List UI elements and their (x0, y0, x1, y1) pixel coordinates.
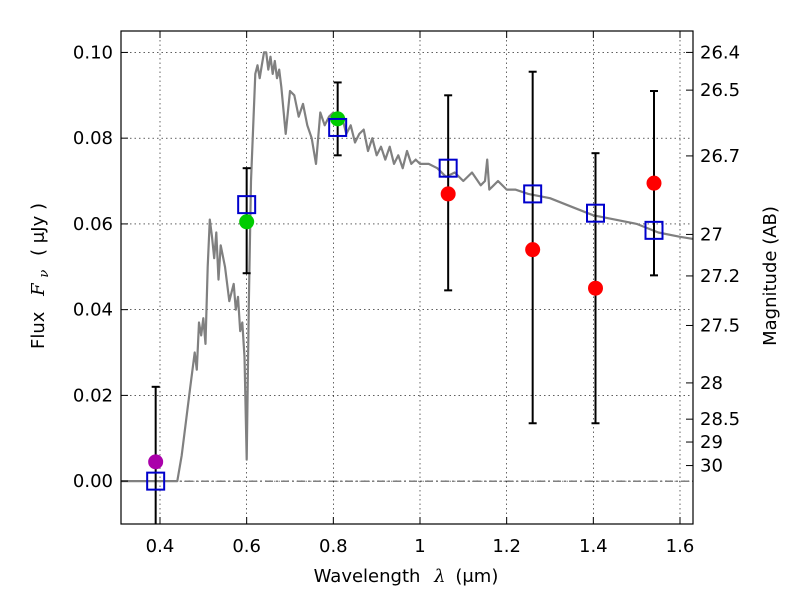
template-spectrum-line (121, 51, 694, 483)
observed-point (525, 242, 541, 258)
x-tick-label: 1.6 (666, 536, 695, 557)
x-axis-label-unit: (μm) (455, 566, 498, 587)
magnitude-tick-label: 28 (700, 373, 723, 394)
model-points (146, 117, 664, 491)
magnitude-tick-label: 30 (700, 456, 723, 477)
observed-point (588, 280, 603, 296)
magnitude-ticks: 26.4 26.5 26.7 27 27.2 27.5 28 28.529 30 (686, 42, 740, 477)
observed-points (148, 111, 662, 470)
y-axis-label-unit: ( μJy ) (28, 203, 49, 256)
observed-point (440, 186, 456, 202)
y-tick-label: 0.08 (73, 128, 113, 149)
y-axis-label-subscript: ν (37, 270, 52, 278)
magnitude-axis-label: Magnitude (AB) (760, 206, 781, 346)
y-tick-label: 0.06 (73, 214, 113, 235)
model-point (438, 158, 458, 178)
magnitude-tick-label: 27 (700, 224, 723, 245)
x-axis-label: Wavelength λ (μm) (314, 566, 499, 587)
x-tick-label: 1.4 (579, 536, 608, 557)
magnitude-tick-label: 26.7 (700, 146, 740, 167)
observed-point (239, 214, 255, 230)
magnitude-tick-label: 27.2 (700, 266, 740, 287)
magnitude-tick-label: 28.5 (700, 409, 740, 430)
magnitude-tick-label: 26.5 (700, 80, 740, 101)
x-tick-label: 1 (414, 536, 425, 557)
observed-point (646, 175, 662, 191)
y-tick-label: 0.02 (73, 385, 113, 406)
x-tick-label: 0.4 (146, 536, 175, 557)
y-ticks: 0.00 0.02 0.04 0.06 0.08 0.10 (73, 42, 128, 492)
x-tick-label: 0.8 (319, 536, 348, 557)
x-axis-label-symbol: λ (433, 566, 445, 587)
y-tick-label: 0.10 (73, 42, 113, 63)
y-axis-label-symbol: F (28, 282, 49, 297)
magnitude-tick-label: 26.4 (700, 42, 740, 63)
x-ticks: 0.4 0.6 0.8 1 1.2 1.4 1.6 (146, 31, 695, 557)
template-spectrum-layer (121, 51, 694, 483)
y-tick-label: 0.00 (73, 471, 113, 492)
model-point (586, 203, 605, 223)
model-point (523, 184, 543, 204)
model-point (146, 471, 166, 491)
magnitude-tick-label: 29 (700, 432, 723, 453)
y-tick-label: 0.04 (73, 300, 113, 321)
plot-frame (120, 30, 694, 525)
magnitude-tick-label: 27.5 (700, 315, 740, 336)
model-point (644, 220, 664, 240)
model-point (328, 117, 348, 137)
y-axis-label: Flux F ν ( μJy ) (28, 203, 53, 349)
x-tick-label: 0.6 (232, 536, 261, 557)
observed-point (148, 454, 164, 470)
x-tick-label: 1.2 (492, 536, 521, 557)
y-axis-label-prefix: Flux (28, 311, 49, 349)
model-point (237, 195, 257, 215)
x-axis-label-prefix: Wavelength (314, 566, 421, 587)
